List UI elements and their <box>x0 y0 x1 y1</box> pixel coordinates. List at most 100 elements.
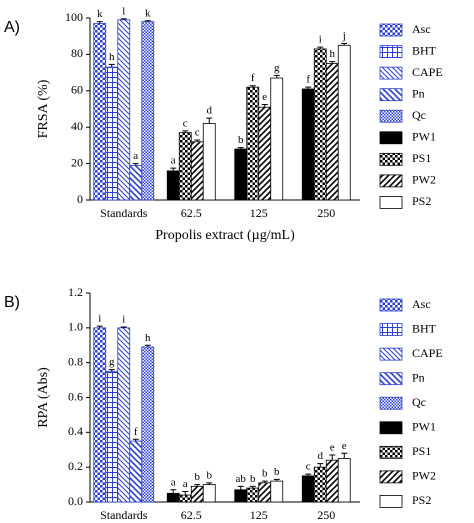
bar <box>117 19 131 201</box>
legend-label: BHT <box>412 321 437 335</box>
y-tick-label: 80 <box>71 46 83 60</box>
significance-letter: a <box>183 478 188 490</box>
bar <box>325 63 339 201</box>
significance-letter: e <box>330 442 335 454</box>
error-bar <box>108 369 115 372</box>
x-tick-label: 62.5 <box>181 206 202 220</box>
significance-letter: f <box>251 72 255 84</box>
legend-swatch <box>379 131 403 145</box>
error-bar <box>108 63 115 68</box>
error-bar <box>237 485 244 490</box>
legend-label: Qc <box>412 108 426 122</box>
error-bar <box>182 491 189 496</box>
bar <box>190 485 204 503</box>
error-bar <box>120 326 127 328</box>
bar <box>117 327 131 503</box>
error-bar <box>317 463 324 468</box>
error-bar <box>144 20 151 22</box>
error-bar <box>317 46 324 49</box>
legend-label: Pn <box>412 86 425 100</box>
significance-letter: g <box>109 356 115 368</box>
bar <box>105 370 119 503</box>
legend-swatch <box>379 23 403 37</box>
legend-label: PW2 <box>412 173 436 187</box>
error-bar <box>341 42 348 46</box>
panel-label: A) <box>4 19 20 36</box>
significance-letter: b <box>274 466 280 478</box>
bar <box>246 487 260 503</box>
legend-swatch <box>379 495 403 508</box>
legend-label: PS2 <box>412 194 431 208</box>
y-tick-label: 0.6 <box>68 389 83 403</box>
significance-letter: d <box>207 105 213 117</box>
legend-swatch <box>379 445 403 459</box>
legend-label: CAPE <box>412 65 443 79</box>
bar <box>325 459 339 503</box>
legend-label: BHT <box>412 43 437 57</box>
error-bar <box>144 344 151 347</box>
legend-swatch <box>379 152 403 166</box>
significance-letter: f <box>134 426 138 438</box>
bar <box>129 165 143 201</box>
bar <box>246 86 260 201</box>
error-bar <box>96 325 103 328</box>
bar <box>202 123 216 201</box>
significance-letter: h <box>330 48 336 60</box>
significance-letter: g <box>274 62 280 74</box>
y-axis-label: RPA (Abs) <box>36 367 51 428</box>
legend-swatch <box>379 174 403 188</box>
legend-swatch <box>379 45 403 58</box>
significance-letter: h <box>145 332 151 344</box>
y-tick-label: 0.2 <box>68 459 83 473</box>
legend-label: PS2 <box>412 493 431 507</box>
significance-letter: i <box>122 313 125 325</box>
significance-letter: k <box>97 8 103 20</box>
y-tick-label: 100 <box>65 10 83 24</box>
significance-letter: d <box>318 450 324 462</box>
legend-label: PW1 <box>412 130 436 144</box>
y-tick-label: 1.0 <box>68 320 83 334</box>
y-tick-label: 0.8 <box>68 354 83 368</box>
bar <box>337 44 351 201</box>
significance-letter: a <box>171 155 176 167</box>
legend-swatch <box>379 396 403 410</box>
significance-letter: b <box>250 473 256 485</box>
bar <box>234 489 248 503</box>
bar <box>270 77 284 201</box>
error-bar <box>182 130 189 133</box>
legend-label: PS1 <box>412 151 431 165</box>
error-bar <box>170 167 177 171</box>
x-tick-label: Standards <box>100 508 148 522</box>
error-bar <box>341 452 348 459</box>
y-tick-label: 0.4 <box>68 424 83 438</box>
significance-letter: j <box>342 30 346 42</box>
error-bar <box>206 117 213 124</box>
x-tick-label: 250 <box>317 508 335 522</box>
error-bar <box>194 484 201 487</box>
bar <box>105 66 119 201</box>
significance-letter: k <box>145 7 151 19</box>
error-bar <box>194 139 201 142</box>
bar <box>301 475 315 503</box>
error-bar <box>261 480 268 483</box>
significance-letter: i <box>319 34 322 46</box>
bar <box>178 494 192 503</box>
bar <box>93 327 107 503</box>
error-bar <box>132 438 139 442</box>
y-axis-label: FRSA (%) <box>36 79 51 138</box>
legend-swatch <box>379 421 403 435</box>
significance-letter: a <box>133 150 138 162</box>
error-bar <box>170 489 177 494</box>
y-tick-label: 0.0 <box>68 494 83 508</box>
error-bar <box>120 18 127 20</box>
significance-letter: b <box>238 134 244 146</box>
x-tick-label: 125 <box>250 206 268 220</box>
legend-label: Pn <box>412 370 425 384</box>
error-bar <box>273 478 280 482</box>
legend-label: CAPE <box>412 346 443 360</box>
error-bar <box>206 482 213 485</box>
bar <box>129 440 143 503</box>
error-bar <box>329 454 336 461</box>
legend-swatch <box>379 372 403 386</box>
